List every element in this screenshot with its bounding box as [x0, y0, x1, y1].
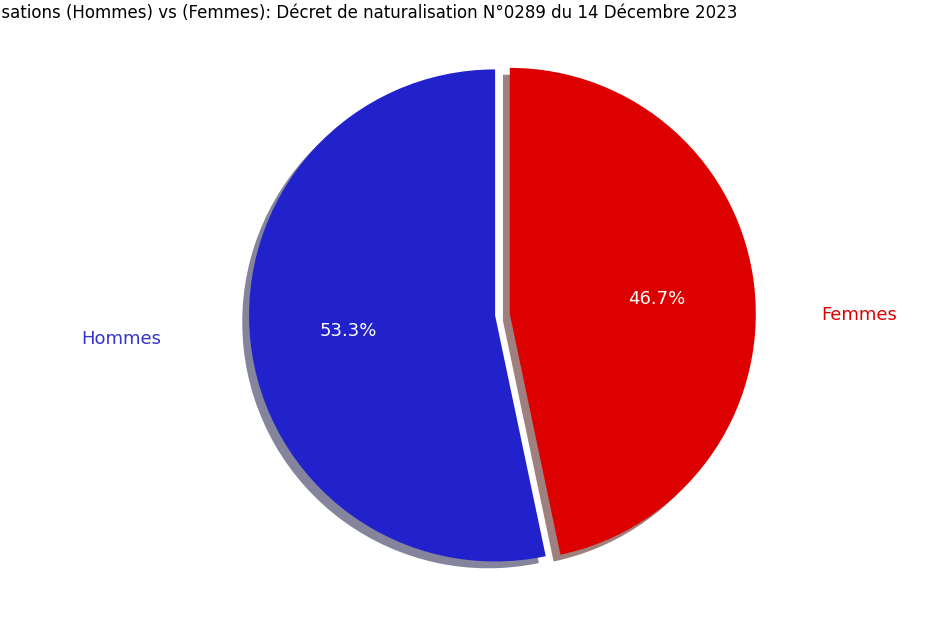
- Text: Répartition des naturalisations (Hommes) vs (Femmes): Décret de naturalisation N: Répartition des naturalisations (Hommes)…: [0, 4, 737, 22]
- Text: 46.7%: 46.7%: [628, 289, 685, 308]
- Text: Femmes: Femmes: [821, 305, 897, 324]
- Text: Hommes: Hommes: [82, 330, 161, 348]
- Wedge shape: [510, 68, 756, 555]
- Wedge shape: [249, 69, 546, 561]
- Text: 53.3%: 53.3%: [319, 321, 377, 340]
